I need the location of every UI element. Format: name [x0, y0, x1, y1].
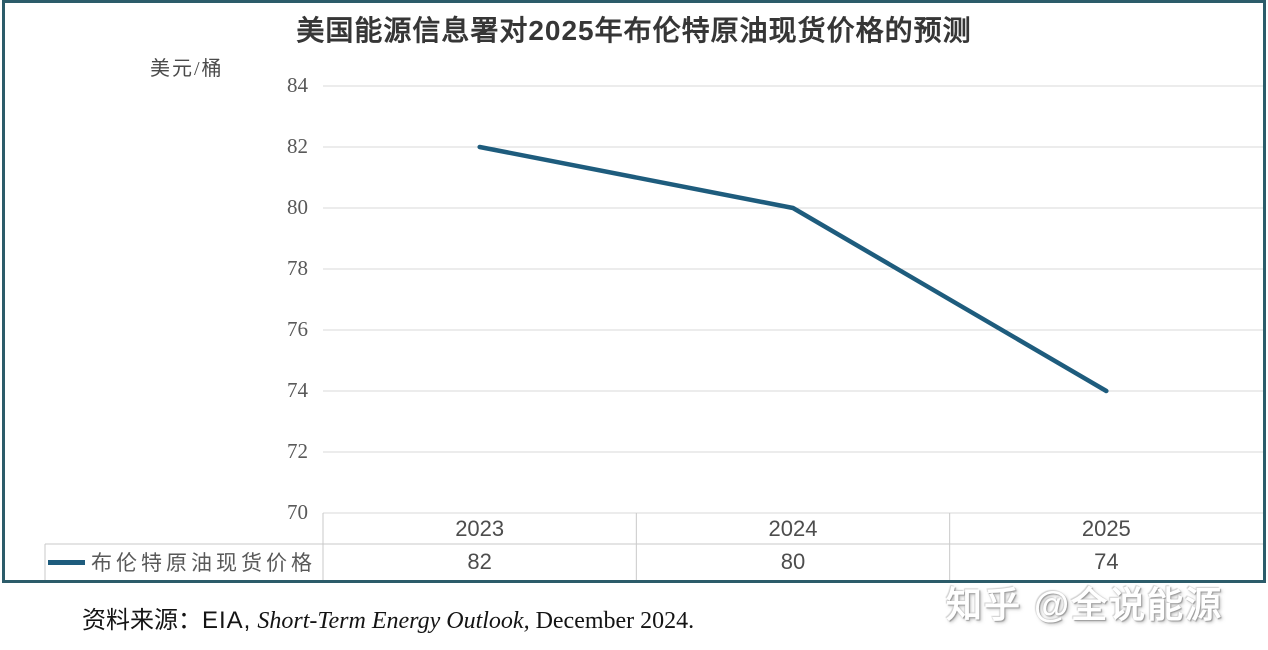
- source-date: December 2024.: [535, 608, 695, 634]
- y-tick-label: 84: [287, 73, 308, 97]
- y-tick-label: 78: [287, 256, 308, 280]
- source-note: 资料来源：EIA, Short-Term Energy Outlook, Dec…: [82, 600, 694, 635]
- x-category-2024: 2024: [768, 516, 818, 541]
- y-tick-label: 74: [287, 378, 308, 402]
- legend-label: 布伦特原油现货价格: [91, 551, 316, 575]
- y-tick-label: 76: [287, 317, 308, 341]
- x-category-2023: 2023: [455, 516, 505, 541]
- legend-line-swatch: [48, 559, 85, 565]
- legend: 布伦特原油现货价格: [48, 545, 316, 579]
- y-axis-tick-labels: 84 82 80 78 76 74 72 70: [0, 0, 308, 650]
- source-org: EIA,: [202, 607, 252, 634]
- table-value-2025: 74: [1094, 549, 1119, 574]
- source-prefix: 资料来源：: [82, 608, 202, 634]
- chart-title: 美国能源信息署对2025年布伦特原油现货价格的预测: [296, 15, 972, 46]
- table-value-2024: 80: [780, 549, 806, 574]
- y-tick-label: 70: [287, 500, 308, 524]
- y-tick-label: 80: [287, 195, 308, 219]
- y-tick-label: 72: [287, 439, 308, 463]
- y-tick-label: 82: [287, 134, 308, 158]
- y-axis-unit-label: 美元/桶: [150, 58, 224, 80]
- table-value-2023: 82: [467, 549, 492, 574]
- watermark: 知乎 @全说能源: [946, 584, 1224, 625]
- x-category-2025: 2025: [1081, 516, 1131, 541]
- source-publication: Short-Term Energy Outlook,: [257, 608, 530, 634]
